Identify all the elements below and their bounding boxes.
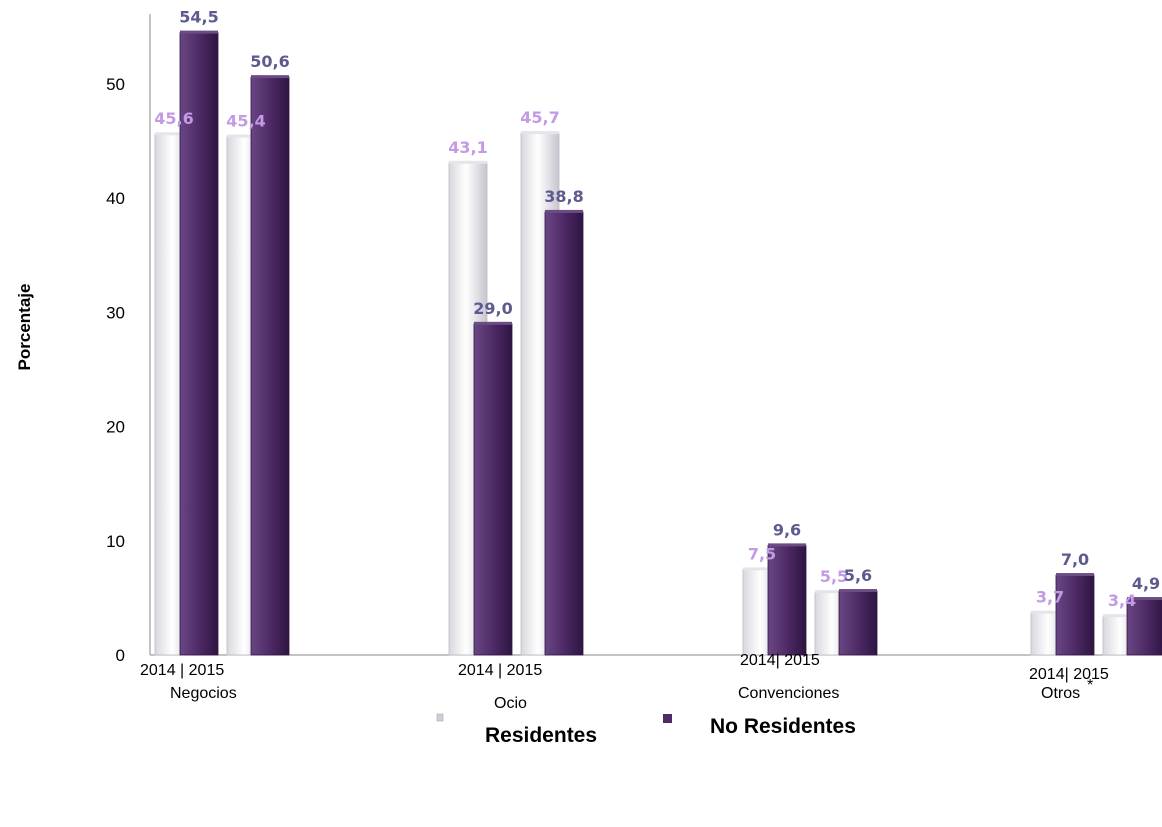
data-label: 9,6 [773, 520, 801, 539]
bar-no-residentes-2014-negocios [179, 32, 219, 656]
data-label: 45,4 [226, 112, 265, 131]
legend-swatch-residentes [436, 713, 444, 722]
legend: Residentes No Residentes [436, 713, 856, 747]
bar-cap [743, 567, 781, 571]
x-footnote: * [1087, 677, 1093, 694]
data-label: 38,8 [544, 187, 583, 206]
bar-cap [545, 209, 583, 213]
bar-cap [1127, 597, 1162, 601]
bar-cap [839, 589, 877, 593]
y-ticks: 0 10 20 30 40 50 [106, 75, 125, 665]
legend-label-no-residentes: No Residentes [710, 715, 856, 738]
bar-cap [1103, 614, 1141, 618]
y-tick-label: 30 [106, 303, 125, 322]
legend-swatch-no-residentes [663, 714, 672, 723]
bar-cap [768, 543, 806, 547]
bar-no-residentes-2014-convenciones [767, 544, 807, 656]
legend-label-residentes: Residentes [485, 724, 597, 747]
bar-cap [227, 134, 265, 138]
x-category-label: Otros [1041, 685, 1080, 702]
x-years-label: 2014 | 2015 [458, 662, 542, 679]
data-label: 3,4 [1108, 591, 1136, 610]
bar-cap [155, 132, 193, 136]
bar-cap [251, 75, 289, 79]
data-label: 4,9 [1132, 574, 1160, 593]
x-category-label: Ocio [494, 695, 527, 712]
bar-cap [1056, 573, 1094, 577]
y-tick-label: 0 [116, 646, 125, 665]
data-label: 29,0 [473, 299, 512, 318]
data-label: 7,5 [748, 544, 776, 563]
bar-cap [180, 30, 218, 34]
y-tick-label: 40 [106, 189, 125, 208]
bar-cap [1031, 610, 1069, 614]
y-tick-label: 10 [106, 532, 125, 551]
data-label: 7,0 [1061, 550, 1089, 569]
data-label: 3,7 [1036, 588, 1064, 607]
bar-no-residentes-2015-otros [1126, 598, 1162, 656]
bar-cap [474, 321, 512, 325]
bars [154, 30, 1162, 656]
bar-cap [449, 160, 487, 164]
x-category-label: Convenciones [738, 685, 839, 702]
bar-cap [521, 131, 559, 135]
x-years-label: 2014| 2015 [1029, 666, 1109, 683]
bar-no-residentes-2015-convenciones [838, 590, 878, 656]
x-years-label: 2014 | 2015 [140, 662, 224, 679]
x-labels: 2014 | 2015 Negocios 2014 | 2015 Ocio 2014| … [140, 652, 1109, 712]
data-label: 50,6 [250, 52, 289, 71]
data-label: 5,6 [844, 566, 872, 585]
data-label: 45,7 [520, 108, 559, 127]
x-years-label: 2014| 2015 [740, 652, 820, 669]
bar-no-residentes-2015-ocio [544, 211, 584, 656]
data-labels: 45,6 54,5 45,4 50,6 43,1 29,0 45,7 38,8 7,5 9,6 5,… [154, 8, 1160, 611]
y-tick-label: 50 [106, 75, 125, 94]
data-label: 5,5 [820, 567, 848, 586]
data-label: 54,5 [179, 8, 218, 27]
data-label: 45,6 [154, 109, 193, 128]
data-label: 43,1 [448, 138, 487, 157]
y-tick-label: 20 [106, 418, 125, 437]
y-axis-label: Porcentaje [15, 284, 34, 371]
bar-cap [815, 590, 853, 594]
bar-no-residentes-2014-ocio [473, 323, 513, 656]
x-category-label: Negocios [170, 685, 237, 702]
bar-no-residentes-2015-negocios [250, 76, 290, 656]
